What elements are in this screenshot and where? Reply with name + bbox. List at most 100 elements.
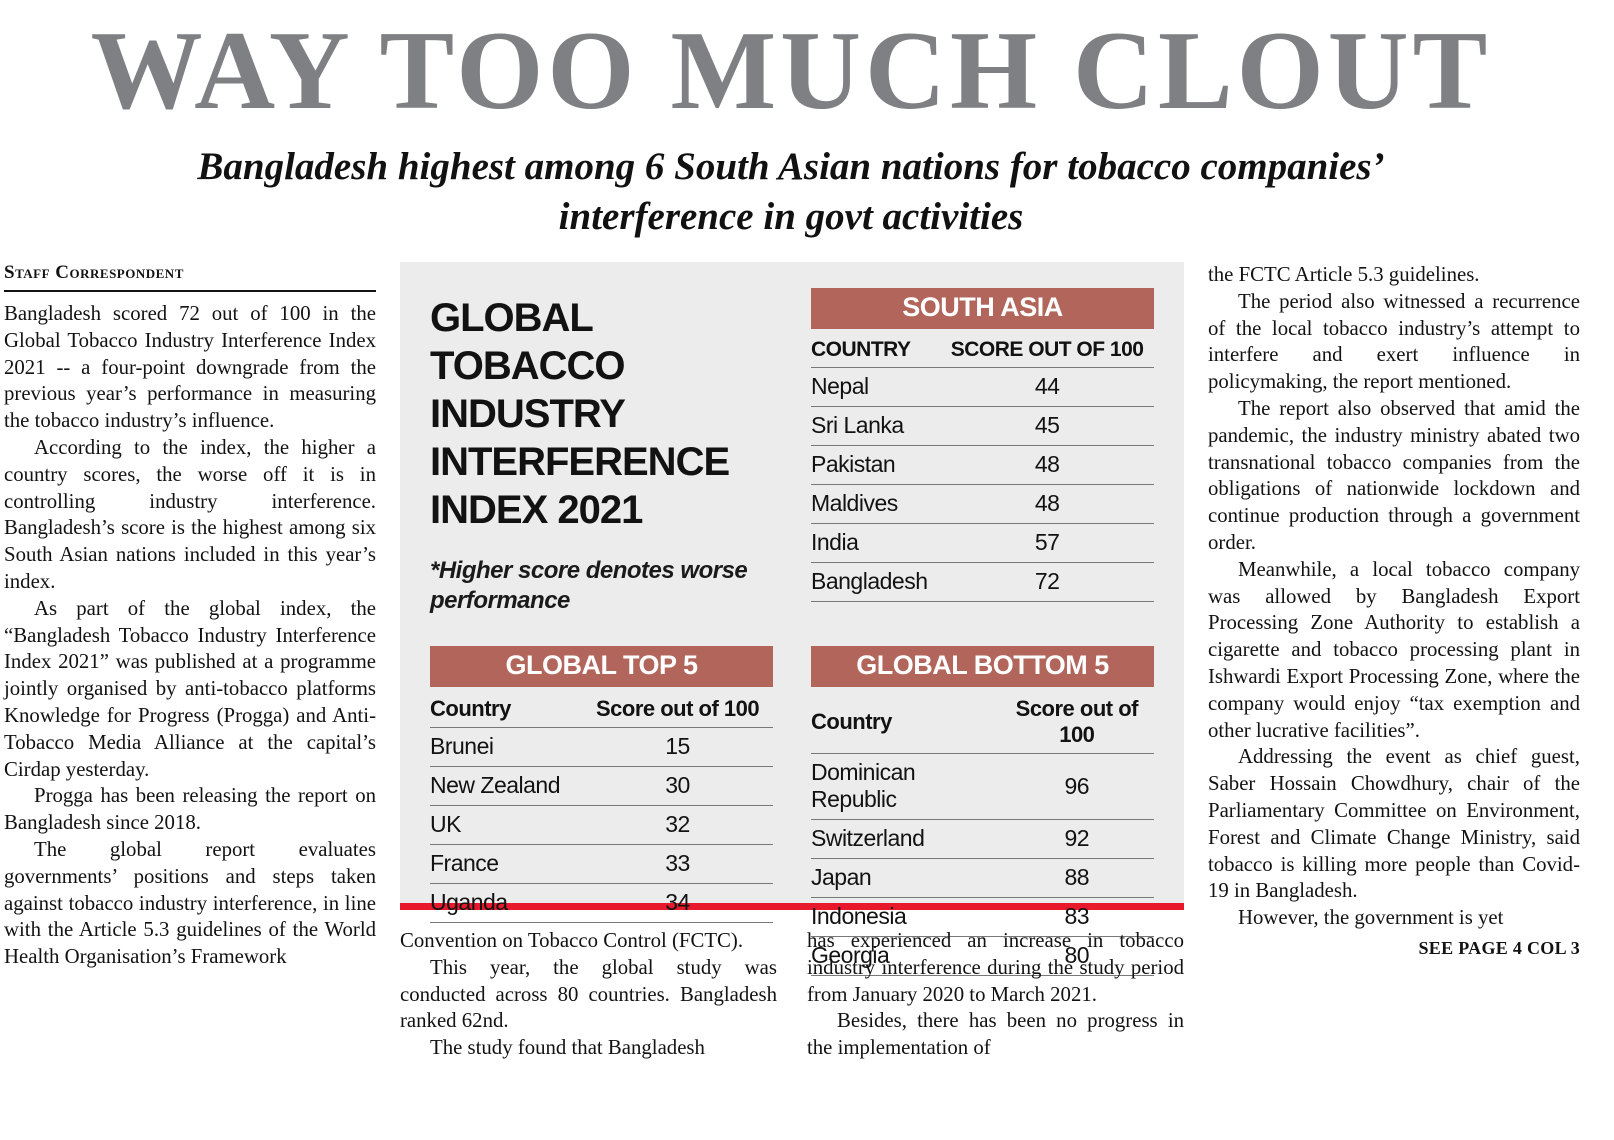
table-row: Brunei 15 — [430, 727, 773, 768]
table-row: Switzerland 92 — [811, 819, 1154, 860]
country-cell: UK — [430, 805, 583, 846]
column-header-country: COUNTRY — [811, 329, 941, 369]
article-body: Staff Correspondent Bangladesh scored 72… — [4, 262, 1580, 1062]
score-cell: 30 — [582, 766, 773, 807]
infographic-note: *Higher score denotes worse performance — [430, 557, 748, 615]
global-top5-section: GLOBAL TOP 5 Country Score out of 100 — [430, 646, 773, 976]
table-row: Uganda 34 — [430, 883, 773, 924]
article-paragraph: Progga has been releasing the report on … — [4, 784, 376, 835]
center-bottom-column-1: Convention on Tobacco Control (FCTC). Th… — [400, 928, 777, 1062]
article-paragraph: Besides, there has been no progress in t… — [807, 1009, 1184, 1060]
table-row: Nepal 44 — [811, 367, 1154, 408]
score-cell: 80 — [999, 936, 1154, 977]
table-header-row: COUNTRY SCORE OUT OF 100 — [811, 329, 1154, 369]
table-row: Japan 88 — [811, 858, 1154, 899]
table-row: UK 32 — [430, 805, 773, 846]
score-cell: 96 — [999, 753, 1154, 821]
global-top5-header-bar: GLOBAL TOP 5 — [430, 646, 773, 688]
table-row: India 57 — [811, 523, 1154, 564]
country-cell: Bangladesh — [811, 562, 941, 603]
continuation-note: SEE PAGE 4 COL 3 — [1418, 937, 1580, 958]
country-cell: Uganda — [430, 883, 583, 924]
country-cell: Maldives — [811, 484, 941, 525]
article-paragraph: Bangladesh scored 72 out of 100 in the G… — [4, 302, 376, 433]
score-cell: 44 — [940, 367, 1154, 408]
table-row: Sri Lanka 45 — [811, 406, 1154, 447]
country-cell: New Zealand — [430, 766, 583, 807]
article-paragraph: The period also witnessed a recurrence o… — [1208, 289, 1580, 394]
article-paragraph: has experienced an increase in tobacco i… — [807, 929, 1184, 1006]
article-paragraph: The report also observed that amid the p… — [1208, 397, 1580, 555]
infographic-title-block: GLOBAL TOBACCO INDUSTRY INTERFERENCE IND… — [430, 288, 773, 624]
country-cell: Indonesia — [811, 897, 1000, 938]
country-cell: France — [430, 844, 583, 885]
table-header-row: Country Score out of 100 — [811, 687, 1154, 755]
global-bottom5-table: Country Score out of 100 Dominican Repub… — [811, 687, 1154, 977]
score-cell: 48 — [940, 445, 1154, 486]
score-cell: 48 — [940, 484, 1154, 525]
global-bottom5-header-bar: GLOBAL BOTTOM 5 — [811, 646, 1154, 688]
score-cell: 83 — [999, 897, 1154, 938]
country-cell: Switzerland — [811, 819, 1000, 860]
article-paragraph: the FCTC Article 5.3 guidelines. — [1208, 263, 1480, 287]
article-paragraph: However, the government is yet — [1238, 906, 1504, 930]
score-cell: 72 — [940, 562, 1154, 603]
south-asia-section: SOUTH ASIA COUNTRY SCORE OUT OF 100 N — [811, 288, 1154, 624]
article-paragraph: The global report evaluates governments’… — [4, 837, 376, 969]
infographic-title: GLOBAL TOBACCO INDUSTRY INTERFERENCE IND… — [430, 296, 730, 533]
column-header-score: Score out of 100 — [582, 687, 773, 729]
table-header-row: Country Score out of 100 — [430, 687, 773, 729]
right-column-text: the FCTC Article 5.3 guidelines. The per… — [1208, 262, 1580, 932]
infographic-grid: GLOBAL TOBACCO INDUSTRY INTERFERENCE IND… — [430, 288, 1154, 977]
page-subtitle: Bangladesh highest among 6 South Asian n… — [197, 145, 1385, 239]
column-header-score: SCORE OUT OF 100 — [940, 329, 1154, 369]
article-paragraph: The study found that Bangladesh — [430, 1036, 705, 1060]
center-bottom-columns: Convention on Tobacco Control (FCTC). Th… — [400, 928, 1184, 1062]
south-asia-table: COUNTRY SCORE OUT OF 100 Nepal 44 — [811, 329, 1154, 603]
score-cell: 32 — [582, 805, 773, 846]
country-cell: Brunei — [430, 727, 583, 768]
country-cell: India — [811, 523, 941, 564]
score-cell: 34 — [582, 883, 773, 924]
table-row: Georgia 80 — [811, 936, 1154, 977]
country-cell: Japan — [811, 858, 1000, 899]
score-cell: 15 — [582, 727, 773, 768]
global-bottom5-section: GLOBAL BOTTOM 5 Country Score out of 100 — [811, 646, 1154, 977]
score-cell: 57 — [940, 523, 1154, 564]
score-cell: 33 — [582, 844, 773, 885]
table-row: Pakistan 48 — [811, 445, 1154, 486]
article-paragraph: Addressing the event as chief guest, Sab… — [1208, 745, 1580, 903]
column-header-country: Country — [811, 687, 1000, 755]
left-column: Staff Correspondent Bangladesh scored 72… — [4, 262, 376, 971]
right-column: the FCTC Article 5.3 guidelines. The per… — [1208, 262, 1580, 959]
article-paragraph: According to the index, the higher a cou… — [4, 436, 376, 594]
article-paragraph: Meanwhile, a local tobacco company was a… — [1208, 557, 1580, 742]
center-column: GLOBAL TOBACCO INDUSTRY INTERFERENCE IND… — [400, 262, 1184, 1062]
column-header-country: Country — [430, 687, 583, 729]
infographic-box: GLOBAL TOBACCO INDUSTRY INTERFERENCE IND… — [400, 262, 1184, 977]
score-cell: 92 — [999, 819, 1154, 860]
global-top5-table: Country Score out of 100 Brunei 15 — [430, 687, 773, 924]
table-row: Bangladesh 72 — [811, 562, 1154, 603]
south-asia-header-bar: SOUTH ASIA — [811, 288, 1154, 330]
country-cell: Sri Lanka — [811, 406, 941, 447]
score-cell: 45 — [940, 406, 1154, 447]
country-cell: Nepal — [811, 367, 941, 408]
table-row: Maldives 48 — [811, 484, 1154, 525]
table-row: New Zealand 30 — [430, 766, 773, 807]
table-row: Indonesia 83 — [811, 897, 1154, 938]
country-cell: Dominican Republic — [811, 753, 1000, 821]
article-paragraph: Convention on Tobacco Control (FCTC). — [400, 929, 744, 953]
table-row: Dominican Republic 96 — [811, 753, 1154, 821]
page-title: WAY TOO MUCH CLOUT — [90, 9, 1492, 133]
table-row: France 33 — [430, 844, 773, 885]
center-bottom-column-2: has experienced an increase in tobacco i… — [807, 928, 1184, 1062]
byline: Staff Correspondent — [4, 262, 376, 293]
article-paragraph: As part of the global index, the “Bangla… — [4, 596, 376, 781]
column-header-score: Score out of 100 — [999, 687, 1154, 755]
left-column-text: Bangladesh scored 72 out of 100 in the G… — [4, 301, 376, 971]
score-cell: 88 — [999, 858, 1154, 899]
country-cell: Pakistan — [811, 445, 941, 486]
country-cell: Georgia — [811, 936, 1000, 977]
